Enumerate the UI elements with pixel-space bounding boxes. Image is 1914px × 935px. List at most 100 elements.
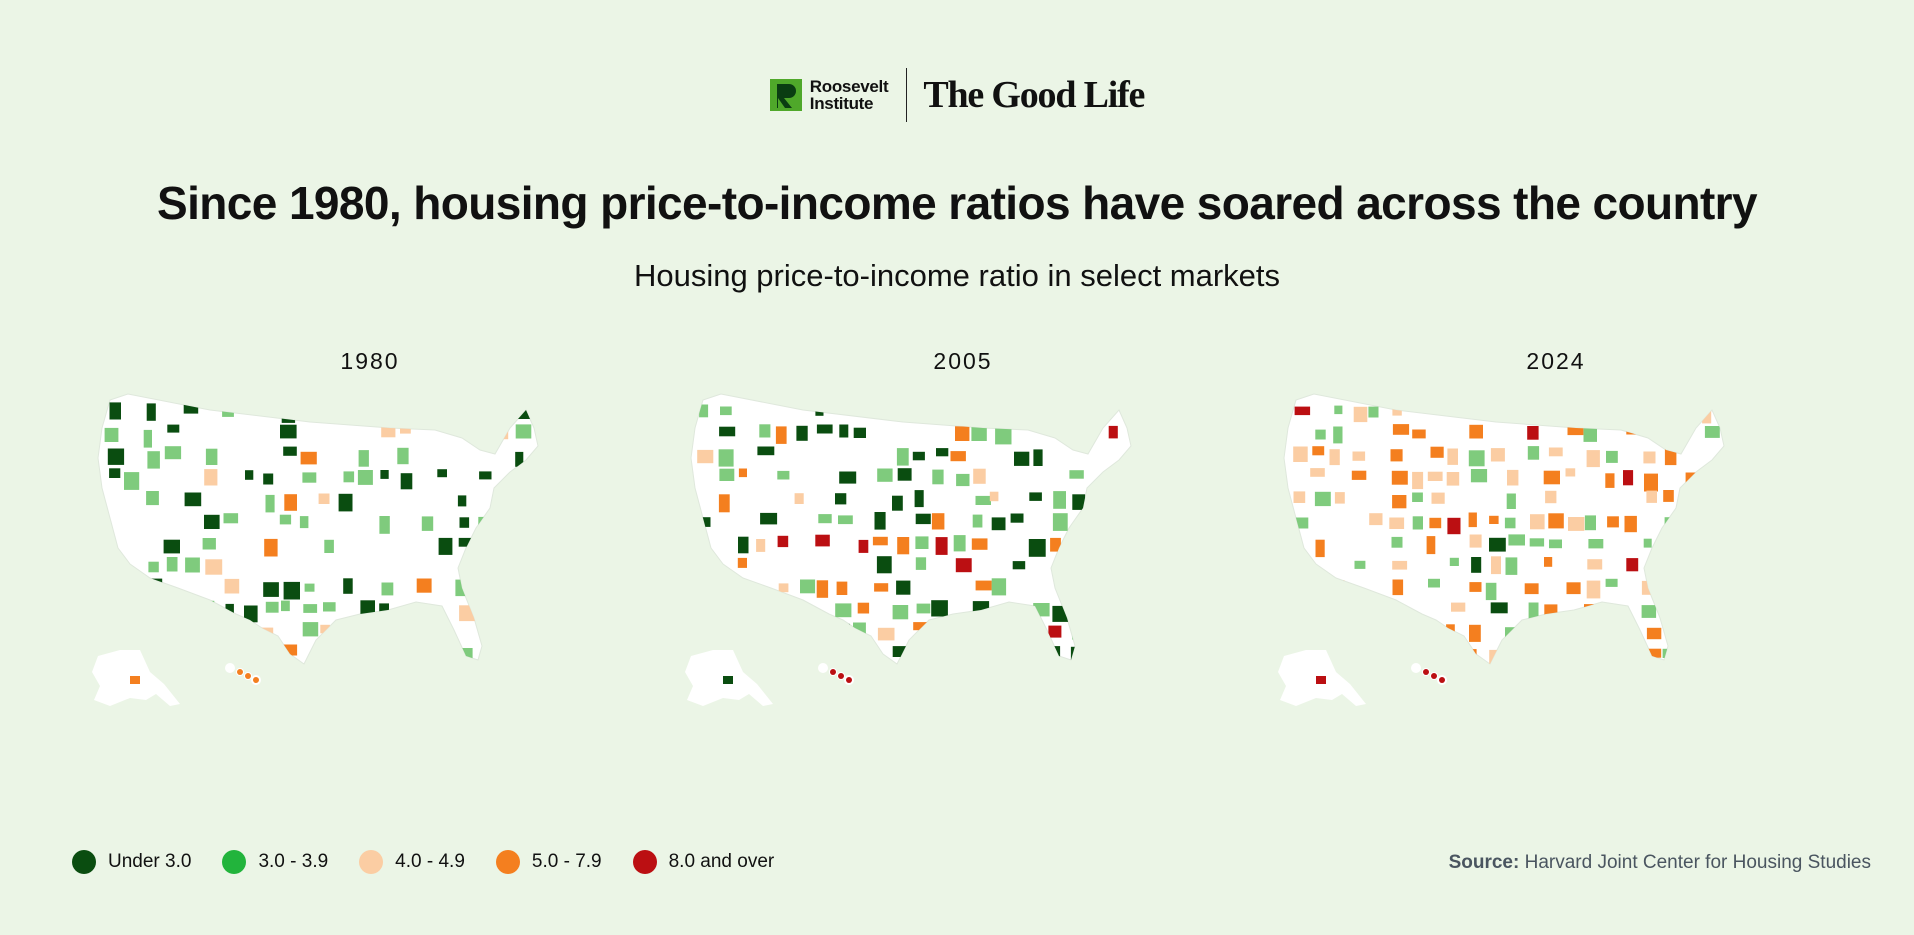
- county-patch: [953, 535, 966, 552]
- county-patch: [1605, 578, 1618, 587]
- brand-line-1: Roosevelt: [809, 77, 889, 96]
- county-patch: [874, 512, 886, 530]
- county-patch: [1033, 626, 1045, 639]
- county-patch: [972, 601, 990, 613]
- county-patch: [146, 491, 159, 506]
- county-patch: [281, 600, 290, 612]
- hawaii-island: [818, 663, 828, 673]
- county-patch: [796, 425, 808, 441]
- county-patch: [1009, 402, 1019, 417]
- county-patch: [1451, 602, 1466, 612]
- hawaii-patch: [1423, 669, 1429, 675]
- county-patch: [1072, 625, 1082, 640]
- county-patch: [737, 557, 747, 568]
- county-patch: [123, 581, 139, 599]
- county-patch: [1491, 556, 1501, 575]
- county-patch: [1527, 426, 1539, 440]
- county-patch: [263, 473, 274, 485]
- county-patch: [1584, 515, 1596, 531]
- page-subtitle: Housing price-to-income ratio in select …: [633, 258, 1281, 293]
- county-patch: [1294, 517, 1309, 529]
- county-patch: [381, 582, 394, 596]
- county-patch: [381, 647, 391, 664]
- county-patch: [1426, 536, 1436, 555]
- county-patch: [1412, 492, 1423, 502]
- county-patch: [779, 603, 795, 618]
- county-patch: [1543, 470, 1560, 485]
- county-patch: [1644, 473, 1658, 492]
- county-patch: [972, 626, 983, 639]
- county-patch: [1392, 495, 1407, 509]
- county-patch: [1545, 490, 1557, 504]
- county-patch: [995, 427, 1012, 445]
- county-patch: [1330, 580, 1345, 593]
- map-panel-2005: 2005: [683, 348, 1243, 778]
- county-patch: [338, 493, 353, 512]
- county-patch: [1662, 648, 1677, 658]
- county-patch: [1643, 451, 1656, 464]
- county-patch: [914, 490, 924, 508]
- county-patch: [380, 470, 389, 479]
- county-patch: [892, 646, 907, 657]
- county-patch: [1507, 469, 1519, 486]
- legend-label: 5.0 - 7.9: [531, 851, 602, 872]
- county-patch: [299, 516, 309, 529]
- county-patch: [719, 468, 735, 481]
- hawaii-patch: [846, 677, 852, 683]
- county-patch: [381, 426, 396, 438]
- alaska-patch: [723, 676, 733, 684]
- county-patch: [989, 491, 999, 502]
- county-patch: [1566, 402, 1578, 412]
- brand-name: Roosevelt Institute: [810, 78, 889, 112]
- county-patch: [1527, 403, 1544, 420]
- county-patch: [283, 446, 297, 456]
- county-patch: [795, 649, 810, 661]
- hawaii-patch: [1439, 677, 1445, 683]
- county-patch: [1566, 582, 1581, 595]
- county-patch: [265, 601, 279, 613]
- contiguous-us-shape: [1283, 393, 1725, 665]
- county-patch: [972, 514, 983, 528]
- county-patch: [950, 451, 966, 462]
- county-patch: [1586, 580, 1601, 599]
- county-patch: [1568, 517, 1585, 531]
- county-patch: [1548, 623, 1562, 638]
- county-patch: [479, 471, 492, 480]
- county-patch: [816, 580, 829, 598]
- legend-swatch: [359, 850, 384, 874]
- county-patch: [323, 602, 336, 612]
- county-patch: [1509, 404, 1524, 423]
- county-patch: [1641, 605, 1657, 618]
- county-patch: [1680, 582, 1692, 593]
- county-patch: [320, 624, 330, 634]
- county-patch: [913, 622, 930, 631]
- county-patch: [1029, 492, 1042, 501]
- county-patch: [857, 602, 870, 614]
- county-patch: [459, 517, 470, 528]
- county-patch: [302, 472, 317, 483]
- county-patch: [124, 472, 140, 490]
- roosevelt-logo-icon: [769, 79, 802, 111]
- publication-name[interactable]: The Good Life: [923, 74, 1145, 116]
- county-patch: [1624, 515, 1637, 533]
- county-patch: [1334, 405, 1343, 415]
- county-patch: [499, 646, 516, 660]
- county-patch: [1646, 490, 1657, 503]
- map-year-label: 1980: [340, 348, 400, 374]
- county-patch: [1333, 426, 1343, 444]
- county-patch: [1646, 648, 1662, 658]
- county-patch: [816, 646, 826, 660]
- county-patch: [437, 469, 447, 478]
- county-patch: [379, 603, 389, 616]
- county-patch: [261, 627, 274, 645]
- county-patch: [105, 560, 117, 572]
- county-patch: [935, 537, 948, 555]
- map-panel-1980: 1980: [90, 348, 650, 778]
- county-patch: [1565, 468, 1576, 477]
- roosevelt-institute-logo[interactable]: Roosevelt Institute: [769, 68, 908, 122]
- county-patch: [1428, 649, 1437, 659]
- county-patch: [1641, 580, 1658, 595]
- county-patch: [1680, 517, 1697, 532]
- county-patch: [359, 404, 370, 415]
- county-patch: [756, 623, 768, 639]
